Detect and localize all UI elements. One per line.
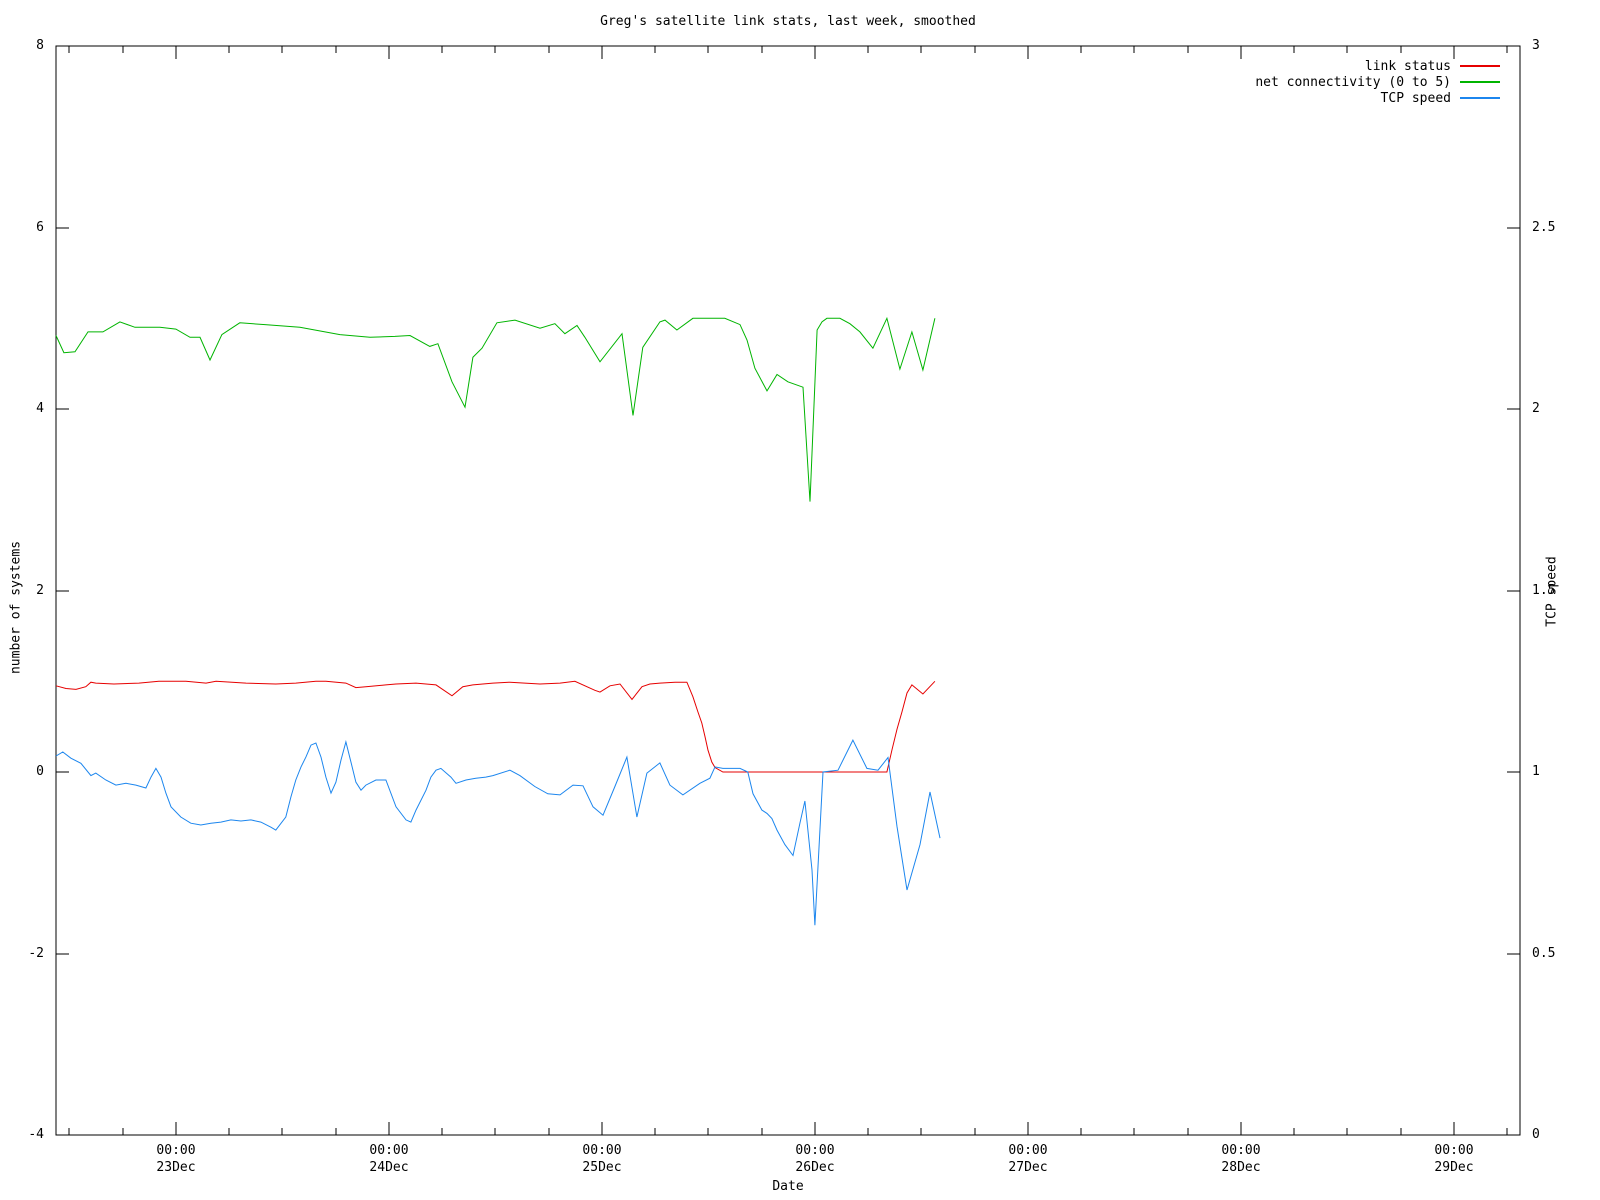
x-tick-label-date: 24Dec [369,1160,409,1175]
x-tick-label-time: 00:00 [156,1143,196,1158]
series-line-tcp-speed [55,738,941,926]
y-tick-label-right: 3 [1532,38,1540,53]
y-tick-label-right: 2.5 [1532,220,1556,235]
legend-item: TCP speed [1255,90,1500,106]
y-tick-label-left: 6 [36,220,44,235]
legend-item: net connectivity (0 to 5) [1255,74,1500,90]
x-tick-label-time: 00:00 [795,1143,835,1158]
series-line-link-status [55,680,936,773]
plot-border [55,45,1521,1136]
x-axis-label: Date [772,1179,804,1194]
series-line-net-connectivity-0-to-5- [55,316,936,502]
x-tick-label-time: 00:00 [582,1143,622,1158]
y-tick-label-left: -4 [28,1127,44,1142]
legend-label: link status [1364,58,1451,74]
legend-line-swatch [1460,81,1500,83]
y-tick-label-right: 0 [1532,1127,1540,1142]
legend-label: net connectivity (0 to 5) [1255,74,1451,90]
x-tick-label-date: 26Dec [795,1160,835,1175]
chart-title: Greg's satellite link stats, last week, … [600,14,976,29]
x-tick-label-time: 00:00 [1221,1143,1261,1158]
x-tick-label-date: 28Dec [1221,1160,1261,1175]
x-tick-label-date: 27Dec [1008,1160,1048,1175]
x-tick-label-date: 23Dec [156,1160,196,1175]
y-tick-label-left: 0 [36,764,44,779]
legend-line-swatch [1460,97,1500,99]
y-tick-label-left: 4 [36,401,44,416]
x-tick-label-time: 00:00 [1008,1143,1048,1158]
y-tick-label-right: 1 [1532,764,1540,779]
y-tick-label-right: 0.5 [1532,946,1556,961]
y-tick-label-left: 2 [36,583,44,598]
x-tick-label-time: 00:00 [1434,1143,1474,1158]
x-tick-label-time: 00:00 [369,1143,409,1158]
x-tick-label-date: 29Dec [1434,1160,1474,1175]
legend-line-swatch [1460,65,1500,67]
y-tick-label-right: 1.5 [1532,583,1556,598]
x-tick-label-date: 25Dec [582,1160,622,1175]
y-tick-label-left: -2 [28,946,44,961]
legend-item: link status [1255,58,1500,74]
y-tick-label-left: 8 [36,38,44,53]
legend: link status net connectivity (0 to 5) TCP … [1255,58,1500,106]
y-tick-label-right: 2 [1532,401,1540,416]
legend-label: TCP speed [1380,90,1451,106]
y-axis-label-left: number of systems [8,540,24,675]
